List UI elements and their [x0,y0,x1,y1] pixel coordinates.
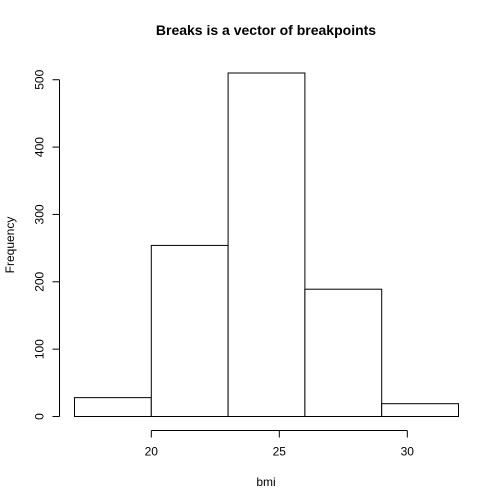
x-axis: 20 25 30 [145,430,415,459]
y-tick-label: 400 [33,137,47,157]
y-tick-label: 300 [33,204,47,224]
bars-group [74,72,460,418]
y-tick-label: 200 [33,271,47,291]
x-tick-label: 20 [145,445,159,459]
x-axis-label: bmi [256,475,275,489]
histogram-bar [381,403,460,418]
y-axis: 0 100 200 300 400 500 [33,69,60,420]
histogram-bar [304,288,383,417]
y-axis-label: Frequency [3,217,17,274]
x-tick-label: 25 [273,445,287,459]
histogram-bar [227,72,306,417]
x-tick-label: 30 [401,445,415,459]
y-tick-label: 100 [33,339,47,359]
histogram-bar [74,397,152,417]
y-tick-label: 0 [33,413,47,420]
chart-title: Breaks is a vector of breakpoints [156,22,376,38]
histogram-bar [150,244,229,417]
y-tick-label: 500 [33,69,47,89]
